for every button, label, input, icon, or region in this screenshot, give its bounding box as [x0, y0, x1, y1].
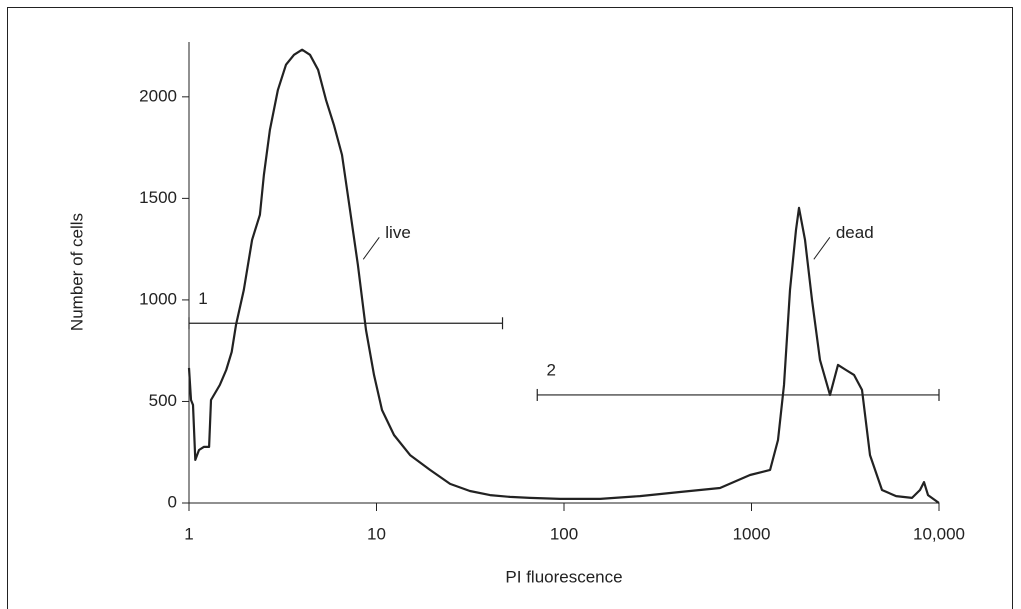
y-tick-label: 0	[168, 492, 177, 511]
x-tick-label: 10,000	[913, 524, 965, 543]
y-axis-label: Number of cells	[67, 213, 86, 331]
annotation: live	[385, 223, 411, 242]
annotation: dead	[836, 223, 874, 242]
annotation-pointer	[813, 237, 831, 260]
y-tick-label: 2000	[139, 86, 177, 105]
y-tick-label: 1000	[139, 289, 177, 308]
x-tick-label: 100	[550, 524, 578, 543]
y-tick-label: 500	[149, 391, 177, 410]
gate-label: 2	[547, 360, 556, 379]
gate-label: 1	[198, 289, 207, 308]
y-tick-label: 1500	[139, 188, 177, 207]
frame	[7, 7, 1013, 609]
x-axis-label: PI fluorescence	[505, 567, 622, 586]
x-tick-label: 1	[184, 524, 193, 543]
data-line	[187, 48, 940, 504]
annotation-pointer	[362, 237, 380, 260]
x-tick-label: 10	[367, 524, 386, 543]
x-tick-label: 1000	[733, 524, 771, 543]
